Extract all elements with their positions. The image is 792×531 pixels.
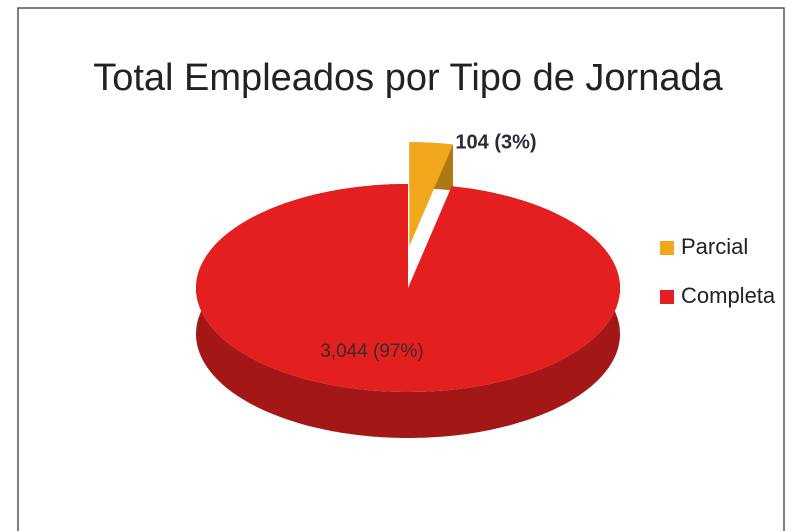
legend: Parcial Completa (660, 234, 776, 308)
data-label: 3,044 (97%) (320, 341, 424, 362)
legend-swatch (660, 241, 674, 255)
legend-label: Completa (681, 283, 776, 308)
slice (196, 184, 620, 392)
legend-swatch (660, 290, 674, 304)
pie: 104 (3%) 3,044 (97%) (196, 131, 620, 438)
legend-label: Parcial (681, 234, 748, 259)
data-label: 104 (3%) (455, 131, 536, 153)
slice (409, 142, 453, 247)
chart-title: Total Empleados por Tipo de Jornada (93, 57, 723, 99)
